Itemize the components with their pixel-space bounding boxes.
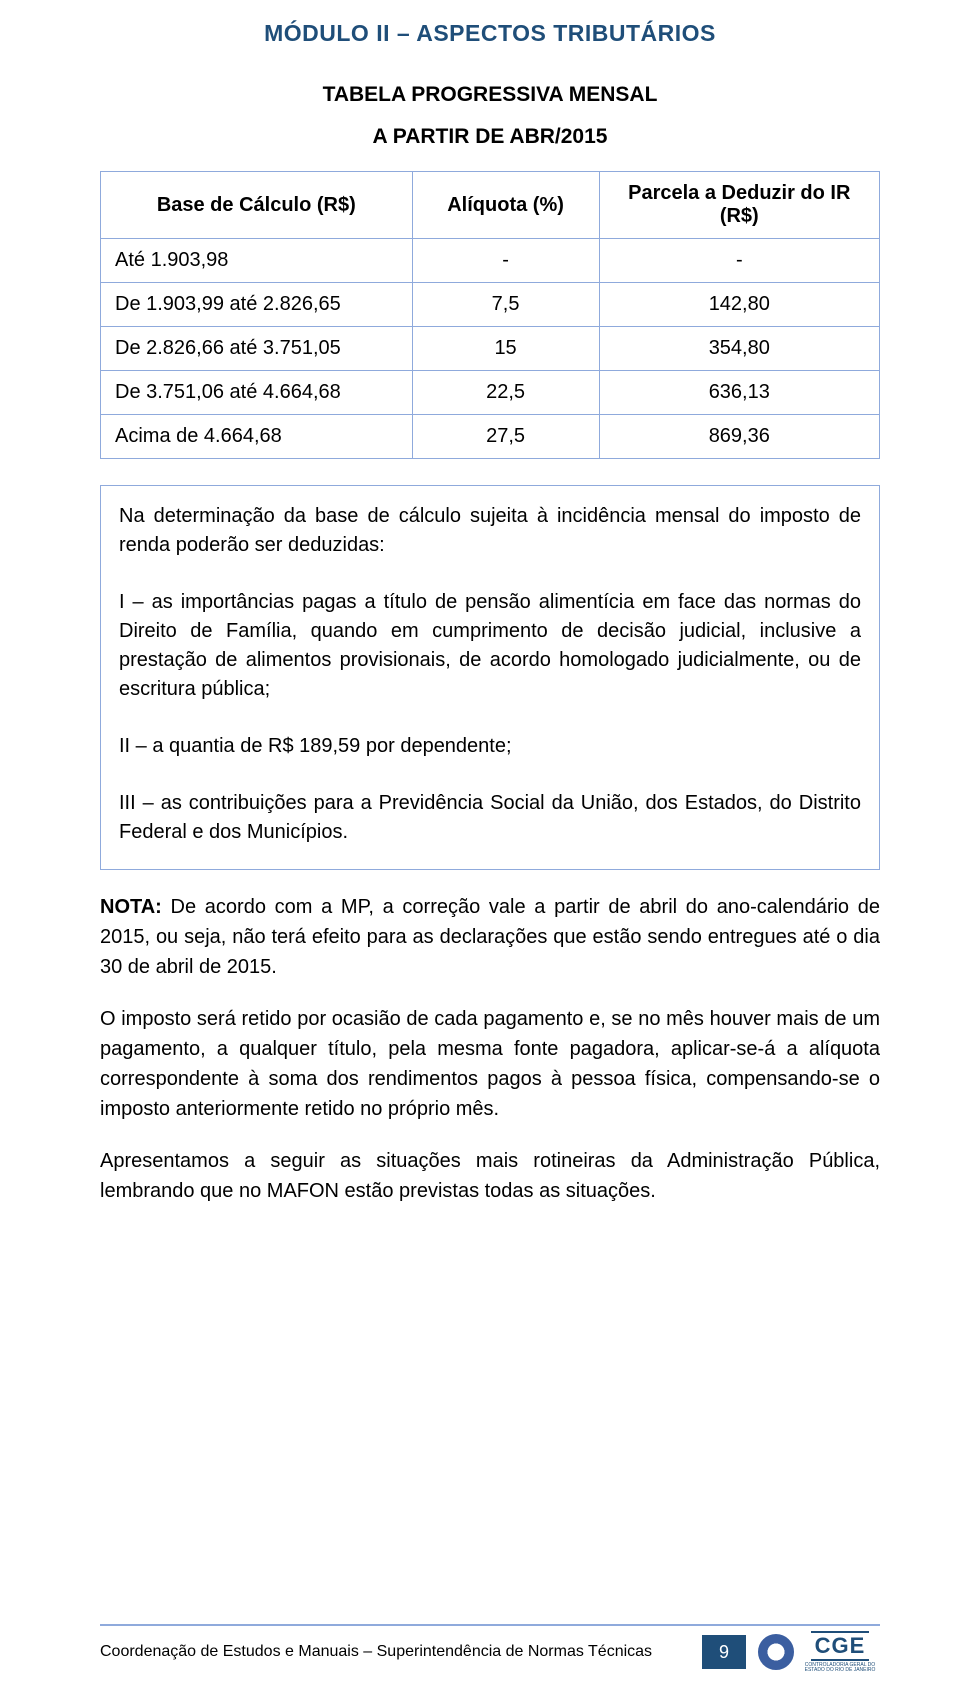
- col-header-parcela: Parcela a Deduzir do IR (R$): [599, 172, 879, 239]
- table-row: Acima de 4.664,68 27,5 869,36: [101, 415, 880, 459]
- table-row: Até 1.903,98 - -: [101, 239, 880, 283]
- cell-parcela: 354,80: [599, 327, 879, 371]
- cell-aliquota: 15: [412, 327, 599, 371]
- footer-logo: CGE CONTROLADORIA GERAL DO ESTADO DO RIO…: [758, 1632, 880, 1672]
- tax-table: Base de Cálculo (R$) Alíquota (%) Parcel…: [100, 171, 880, 459]
- paragraph-3: Apresentamos a seguir as situações mais …: [100, 1146, 880, 1206]
- notice-intro: Na determinação da base de cálculo sujei…: [119, 502, 861, 560]
- cell-base: Acima de 4.664,68: [101, 415, 413, 459]
- cell-parcela: 869,36: [599, 415, 879, 459]
- paragraph-nota: NOTA: De acordo com a MP, a correção val…: [100, 892, 880, 982]
- cell-parcela: -: [599, 239, 879, 283]
- col-header-base: Base de Cálculo (R$): [101, 172, 413, 239]
- notice-item-2: II – a quantia de R$ 189,59 por dependen…: [119, 732, 861, 761]
- table-header-row: Base de Cálculo (R$) Alíquota (%) Parcel…: [101, 172, 880, 239]
- cell-base: De 2.826,66 até 3.751,05: [101, 327, 413, 371]
- cell-base: De 3.751,06 até 4.664,68: [101, 371, 413, 415]
- cell-aliquota: 27,5: [412, 415, 599, 459]
- col-header-aliquota: Alíquota (%): [412, 172, 599, 239]
- table-row: De 3.751,06 até 4.664,68 22,5 636,13: [101, 371, 880, 415]
- seal-icon: [758, 1634, 794, 1670]
- table-row: De 1.903,99 até 2.826,65 7,5 142,80: [101, 283, 880, 327]
- notice-item-1: I – as importâncias pagas a título de pe…: [119, 588, 861, 704]
- cell-parcela: 142,80: [599, 283, 879, 327]
- module-title: MÓDULO II – ASPECTOS TRIBUTÁRIOS: [100, 20, 880, 47]
- footer-right: 9 CGE CONTROLADORIA GERAL DO ESTADO DO R…: [696, 1632, 880, 1672]
- page: MÓDULO II – ASPECTOS TRIBUTÁRIOS TABELA …: [0, 0, 960, 1702]
- footer-text: Coordenação de Estudos e Manuais – Super…: [100, 1643, 652, 1661]
- cell-parcela: 636,13: [599, 371, 879, 415]
- cell-base: De 1.903,99 até 2.826,65: [101, 283, 413, 327]
- cell-aliquota: 7,5: [412, 283, 599, 327]
- table-row: De 2.826,66 até 3.751,05 15 354,80: [101, 327, 880, 371]
- page-number: 9: [702, 1635, 746, 1669]
- table-title: TABELA PROGRESSIVA MENSAL: [100, 83, 880, 107]
- cell-aliquota: -: [412, 239, 599, 283]
- cell-aliquota: 22,5: [412, 371, 599, 415]
- nota-text: De acordo com a MP, a correção vale a pa…: [100, 896, 880, 978]
- logo-text: CGE: [811, 1631, 870, 1661]
- logo-block: CGE CONTROLADORIA GERAL DO ESTADO DO RIO…: [800, 1632, 880, 1672]
- paragraph-2: O imposto será retido por ocasião de cad…: [100, 1004, 880, 1124]
- cell-base: Até 1.903,98: [101, 239, 413, 283]
- notice-item-3: III – as contribuições para a Previdênci…: [119, 789, 861, 847]
- notice-box: Na determinação da base de cálculo sujei…: [100, 485, 880, 870]
- nota-label: NOTA:: [100, 896, 162, 918]
- logo-subtext: CONTROLADORIA GERAL DO ESTADO DO RIO DE …: [800, 1663, 880, 1674]
- footer: Coordenação de Estudos e Manuais – Super…: [100, 1624, 880, 1672]
- table-subtitle: A PARTIR DE ABR/2015: [100, 125, 880, 149]
